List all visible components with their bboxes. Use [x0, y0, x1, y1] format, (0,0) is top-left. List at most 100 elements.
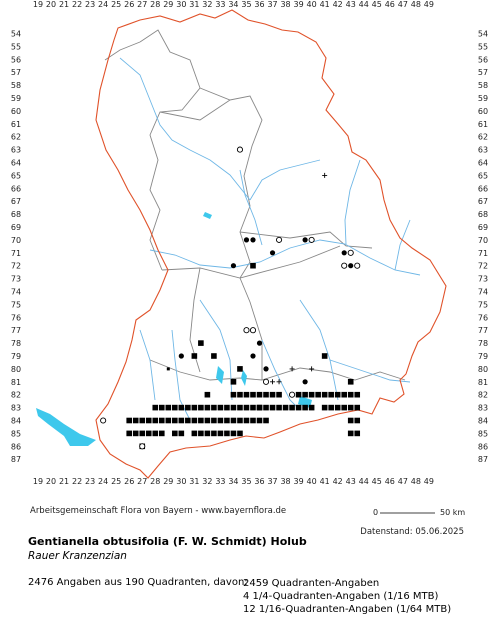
lake-starnberger-see	[241, 370, 247, 386]
x-tick-label: 26	[124, 0, 134, 9]
record-open-circle	[236, 146, 244, 153]
x-tick-label: 36	[254, 477, 264, 486]
record-filled-square	[250, 262, 256, 269]
x-tick-label: 35	[241, 0, 251, 9]
record-open-circle	[308, 236, 315, 243]
record-filled-square	[347, 430, 354, 437]
record-filled-square	[237, 404, 243, 411]
y-tick-label: 85	[478, 429, 488, 438]
record-filled-square	[308, 391, 315, 398]
record-filled-square	[224, 404, 230, 411]
record-filled-square	[276, 404, 282, 411]
record-filled-square	[237, 391, 243, 398]
y-tick-label: 77	[478, 326, 488, 335]
y-tick-label: 54	[478, 30, 488, 39]
y-tick-label: 68	[478, 210, 488, 219]
x-tick-label: 49	[424, 0, 434, 9]
record-filled-square	[132, 430, 139, 437]
record-filled-square	[191, 430, 198, 437]
y-tick-label: 64	[11, 159, 21, 168]
record-total: 2476 Angaben aus 190 Quadranten, davon:	[28, 577, 248, 588]
record-filled-square	[204, 417, 211, 424]
lake-chiemsee	[298, 396, 312, 408]
y-tick-label: 68	[11, 210, 21, 219]
y-tick-label: 76	[11, 313, 21, 322]
x-tick-label: 37	[267, 477, 277, 486]
record-filled-square	[145, 430, 152, 437]
record-filled-square	[347, 404, 354, 411]
y-tick-label: 54	[11, 30, 21, 39]
y-tick-label: 87	[478, 455, 488, 464]
y-tick-label: 71	[478, 249, 488, 258]
record-filled-square	[165, 404, 172, 411]
x-tick-label: 23	[85, 477, 95, 486]
district-boundaries	[104, 29, 406, 381]
record-open-circle	[243, 327, 250, 334]
record-filled-circle	[230, 263, 237, 269]
x-tick-label: 45	[372, 477, 382, 486]
record-filled-square	[178, 404, 185, 411]
x-tick-label: 26	[124, 477, 134, 486]
x-tick-label: 41	[320, 477, 330, 486]
record-filled-square	[158, 430, 165, 437]
record-filled-square	[354, 417, 361, 424]
record-filled-square	[321, 404, 328, 411]
record-filled-square	[158, 417, 165, 424]
record-cross	[263, 366, 269, 372]
record-filled-square	[334, 404, 341, 411]
record-filled-square	[230, 391, 237, 398]
record-filled-square	[178, 430, 185, 437]
x-tick-label: 33	[215, 0, 225, 9]
y-tick-label: 56	[478, 55, 488, 64]
x-tick-label: 20	[46, 477, 56, 486]
y-tick-label: 73	[478, 275, 488, 284]
x-tick-label: 38	[280, 0, 290, 9]
record-filled-circle	[269, 250, 276, 256]
record-filled-square	[315, 391, 321, 398]
record-filled-square	[217, 430, 224, 437]
record-open-circle	[354, 262, 361, 269]
y-tick-label: 71	[11, 249, 21, 258]
y-tick-label: 86	[11, 442, 21, 451]
x-tick-label: 33	[215, 477, 225, 486]
record-filled-square	[347, 379, 354, 385]
record-filled-square	[237, 417, 243, 424]
record-filled-square	[328, 404, 334, 411]
record-filled-square	[217, 404, 224, 411]
y-tick-label: 72	[478, 262, 488, 271]
record-filled-square	[341, 391, 348, 398]
record-cross	[322, 172, 328, 178]
x-tick-label: 45	[372, 0, 382, 9]
species-common-name: Rauer Kranzenzian	[28, 550, 127, 562]
y-tick-label: 67	[478, 197, 488, 206]
x-tick-label: 27	[137, 0, 147, 9]
record-filled-square	[347, 417, 354, 424]
record-filled-square	[256, 417, 263, 424]
x-tick-label: 32	[202, 477, 212, 486]
record-filled-square	[185, 417, 191, 424]
lake-bodensee	[36, 408, 96, 446]
y-tick-label: 87	[11, 455, 21, 464]
x-tick-label: 22	[72, 477, 82, 486]
x-tick-label: 19	[33, 0, 43, 9]
record-quarter-quadrants: 4 1/4-Quadranten-Angaben (1/16 MTB)	[243, 591, 439, 602]
record-filled-square	[321, 353, 328, 359]
grid-labels: 1919202021212222232324242525262627272828…	[11, 0, 488, 486]
record-filled-square	[243, 417, 250, 424]
record-filled-square	[230, 379, 237, 385]
x-tick-label: 29	[163, 477, 173, 486]
record-filled-square	[354, 430, 361, 437]
record-filled-square	[354, 404, 361, 411]
y-tick-label: 64	[478, 159, 488, 168]
x-tick-label: 35	[241, 477, 251, 486]
record-filled-square	[237, 366, 243, 372]
y-tick-label: 73	[11, 275, 21, 284]
record-filled-square	[289, 404, 295, 411]
y-tick-label: 62	[478, 133, 488, 142]
x-tick-label: 22	[72, 0, 82, 9]
record-filled-square	[341, 404, 348, 411]
y-tick-label: 76	[478, 313, 488, 322]
record-filled-square	[191, 404, 198, 411]
record-cross	[276, 379, 282, 385]
y-tick-label: 75	[478, 300, 488, 309]
